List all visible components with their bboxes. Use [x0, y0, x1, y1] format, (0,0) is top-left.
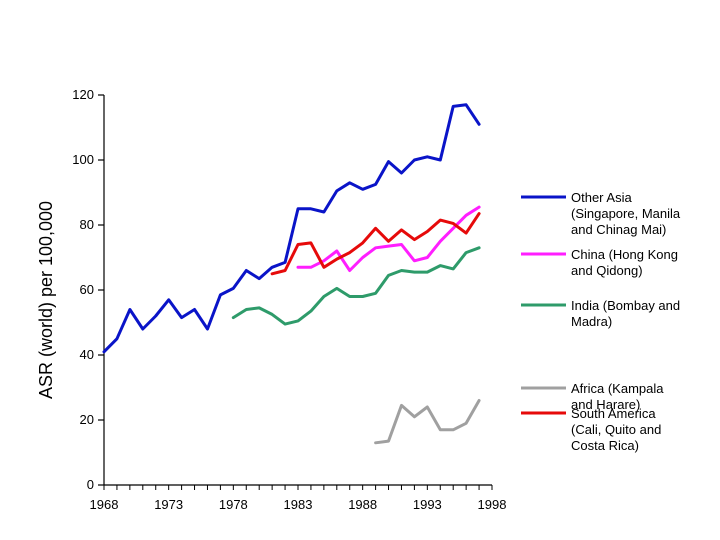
legend-label-5: Costa Rica)	[571, 438, 639, 453]
y-tick-label: 40	[80, 347, 94, 362]
y-tick-label: 20	[80, 412, 94, 427]
legend-label-1: (Singapore, Manila	[571, 206, 681, 221]
series-line-5	[270, 212, 481, 276]
series-line-1	[102, 103, 481, 354]
legend-label-4: Africa (Kampala	[571, 381, 664, 396]
y-tick-label: 60	[80, 282, 94, 297]
x-tick-label: 1983	[284, 497, 313, 512]
x-tick-label: 1973	[154, 497, 183, 512]
series-line-4	[374, 399, 481, 445]
y-tick-label: 120	[72, 87, 94, 102]
legend-label-5: South America	[571, 406, 656, 421]
x-tick-label: 1993	[413, 497, 442, 512]
x-tick-label: 1978	[219, 497, 248, 512]
x-tick-label: 1968	[90, 497, 119, 512]
legend-label-2: China (Hong Kong	[571, 247, 678, 262]
series-line-2	[296, 205, 481, 272]
x-tick-label: 1998	[478, 497, 507, 512]
legend-label-3: India (Bombay and	[571, 298, 680, 313]
legend-label-2: and Qidong)	[571, 263, 643, 278]
legend-label-1: Other Asia	[571, 190, 632, 205]
y-tick-label: 0	[87, 477, 94, 492]
axes: 0 20 40 60 80 100 120 1968 1973 1978 1983 1988 1993 1…	[36, 87, 506, 512]
legend-label-5: (Cali, Quito and	[571, 422, 661, 437]
legend-label-3: Madra)	[571, 314, 612, 329]
y-tick-label: 80	[80, 217, 94, 232]
series-layer	[102, 103, 481, 445]
y-tick-label: 100	[72, 152, 94, 167]
series-line-3	[231, 246, 481, 326]
x-tick-label: 1988	[348, 497, 377, 512]
legend-label-1: and Chinag Mai)	[571, 222, 666, 237]
legend-label-4: and Harare)	[571, 397, 640, 412]
y-axis-title: ASR (world) per 100,000	[36, 201, 56, 399]
